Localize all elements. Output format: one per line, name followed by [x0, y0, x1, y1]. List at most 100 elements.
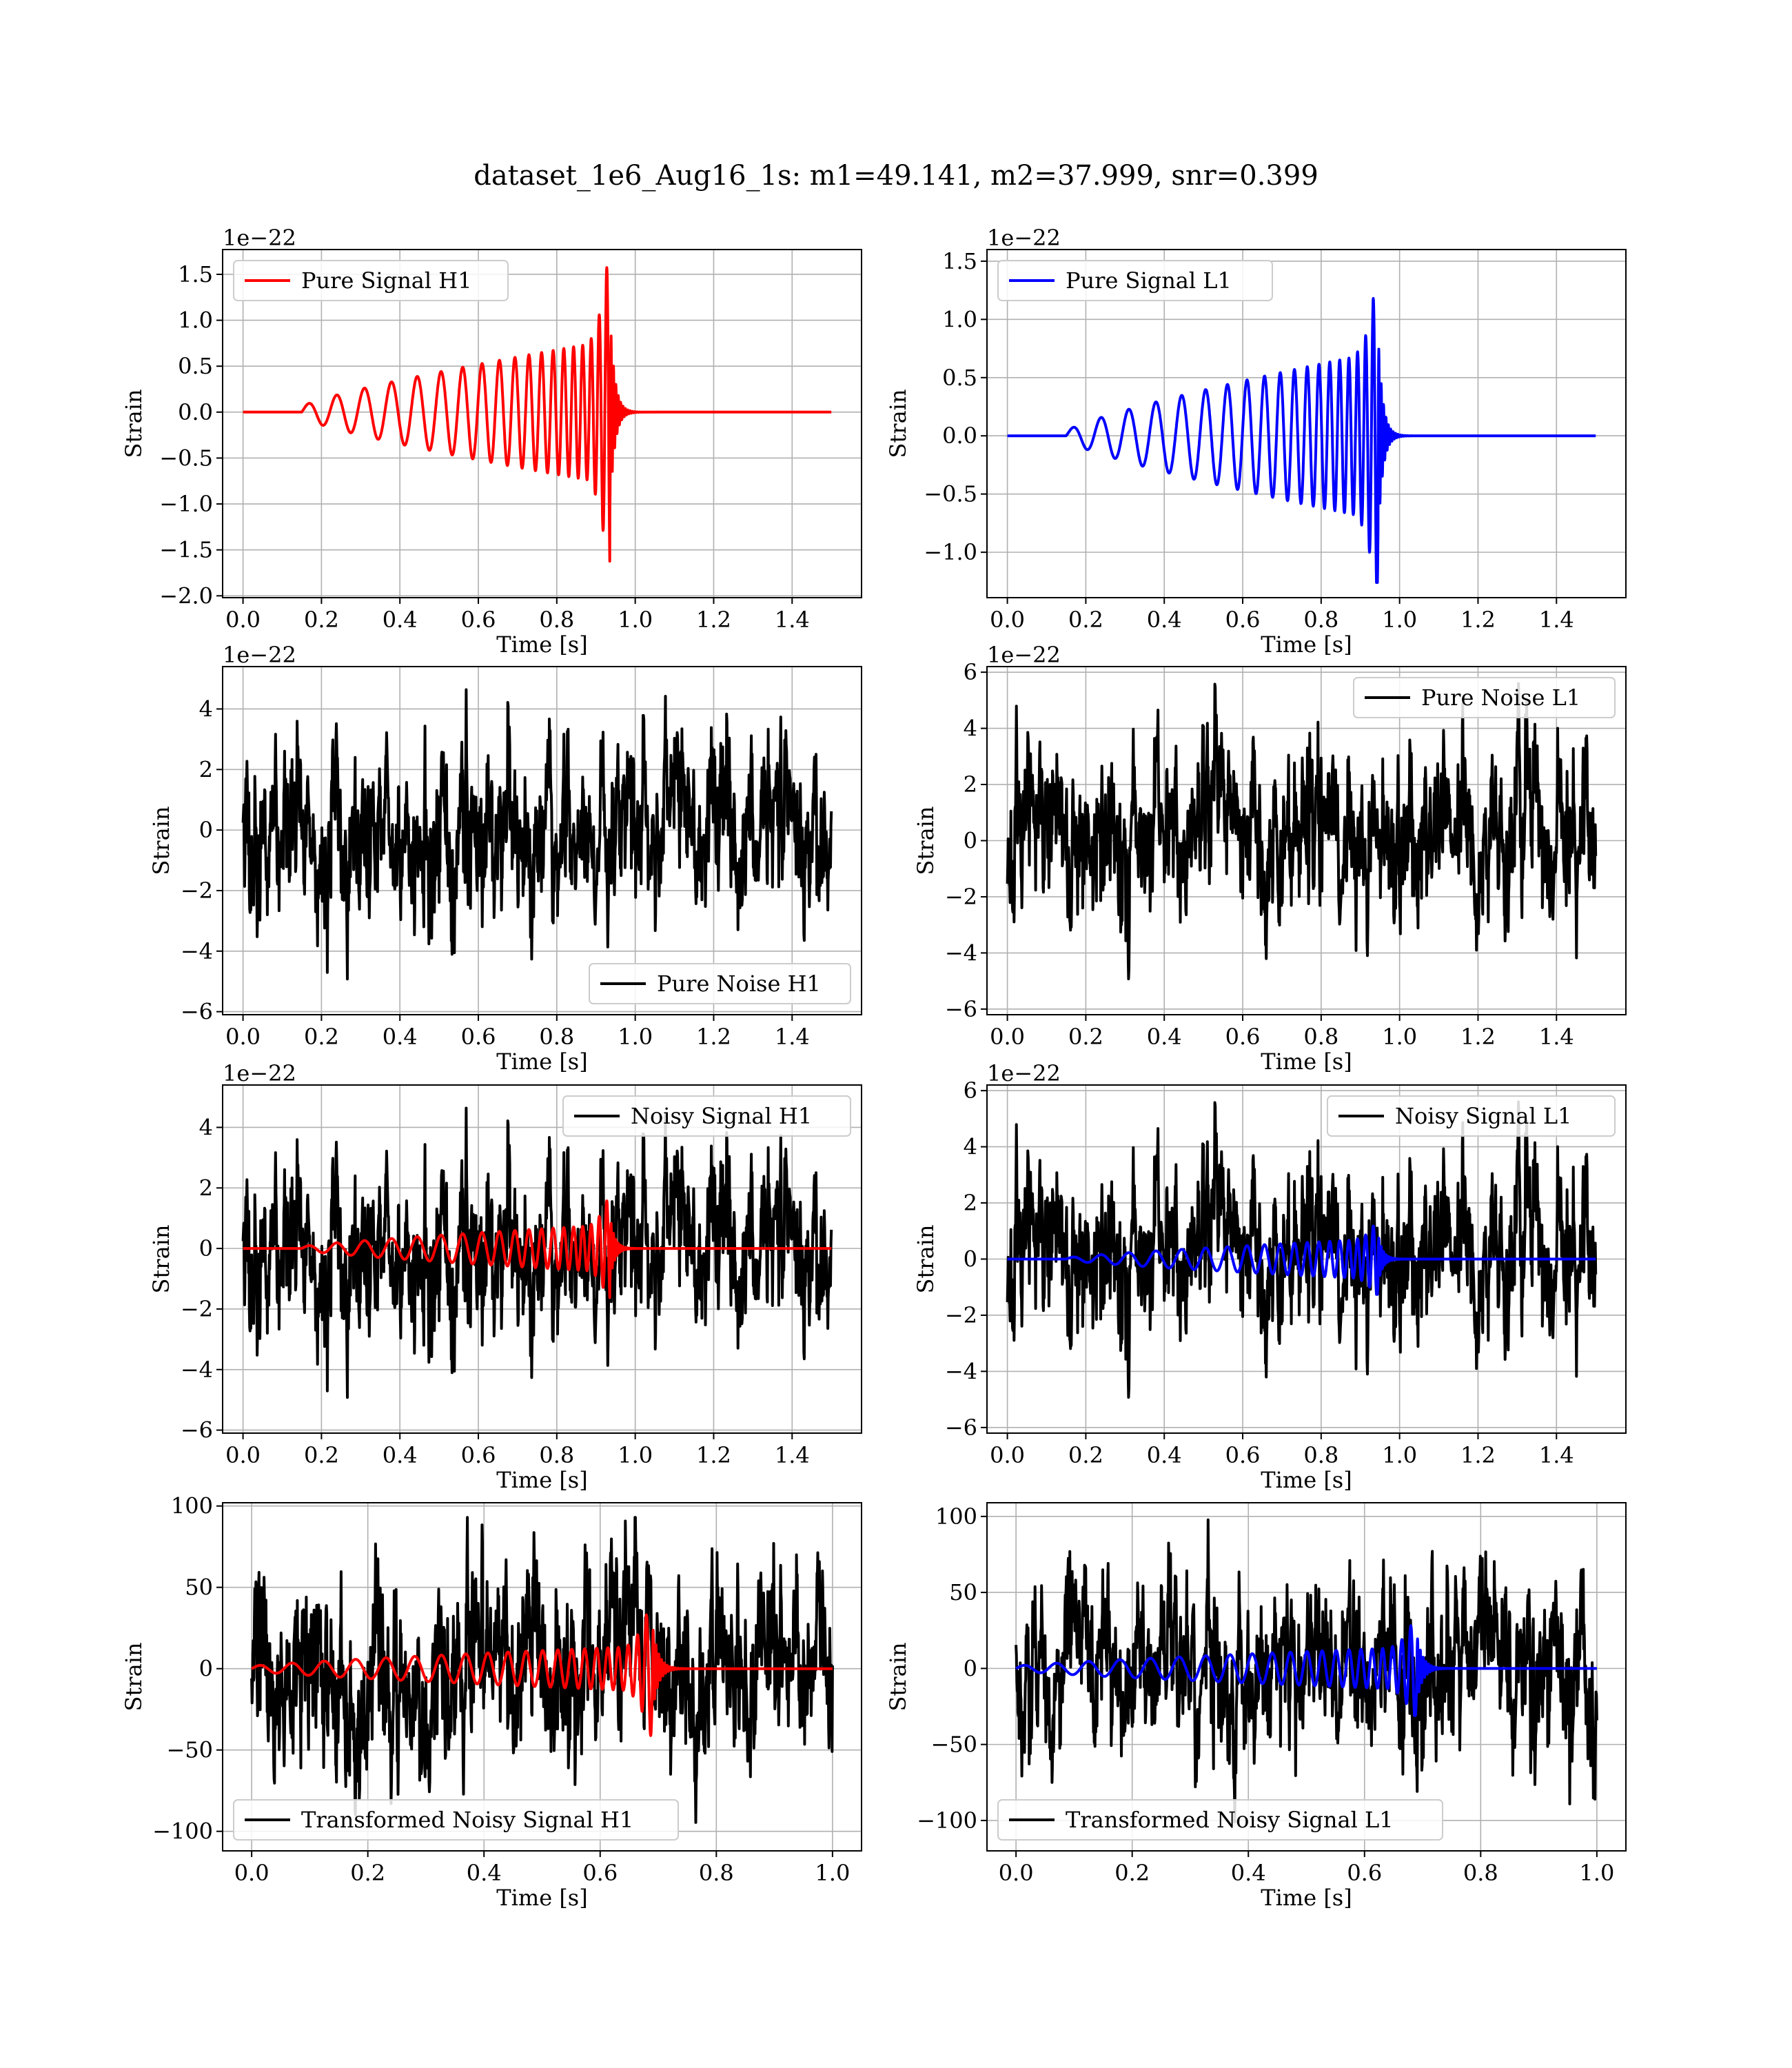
x-axis-label: Time [s]: [1261, 1467, 1352, 1493]
legend-label: Noisy Signal H1: [631, 1103, 812, 1129]
x-tick-label: 0.0: [990, 607, 1025, 633]
y-tick-label: −1.0: [159, 491, 213, 517]
y-tick-label: 0: [964, 1246, 977, 1273]
y-tick-label: −0.5: [924, 481, 977, 507]
legend: Pure Noise L1: [1353, 677, 1616, 718]
x-tick-label: 0.8: [1303, 1442, 1338, 1468]
y-tick-label: −1.0: [924, 539, 977, 565]
y-tick-label: 0.5: [942, 365, 977, 391]
y-tick-label: −2: [945, 1302, 977, 1328]
x-tick-label: 1.2: [1460, 607, 1496, 633]
x-tick-label: 0.4: [1147, 1442, 1182, 1468]
x-tick-label: 0.2: [1068, 1442, 1103, 1468]
y-tick-label: −6: [945, 1415, 977, 1441]
x-tick-label: 0.4: [467, 1860, 502, 1886]
series-line-transformed-noisy-signal-h1: [250, 1516, 834, 1824]
subplot-noisy-signal-l1: 0.0 0.2 0.4 0.6 0.8 1.0 1.2 1.4 −6 −4 −2 0 2 4 6 Time […: [913, 1060, 1627, 1493]
x-tick-label: 1.2: [696, 1442, 731, 1468]
subplot-grid: 0.0 0.2 0.4 0.6 0.8 1.0 1.2 1.4 −2.0 −1.5 −1.0 −0.5…: [121, 225, 1627, 1911]
y-tick-label: 1.5: [942, 248, 977, 274]
series-line-pure-noise-l1: [1006, 682, 1598, 981]
x-tick-label: 1.0: [618, 607, 653, 633]
legend-label: Transformed Noisy Signal L1: [1066, 1807, 1394, 1833]
x-tick-label: 1.0: [618, 1024, 653, 1050]
y-tick-label: 0: [199, 1235, 213, 1261]
x-tick-label: 0.8: [539, 607, 574, 633]
x-tick-label: 1.4: [775, 607, 810, 633]
y-offset-label: 1e−22: [223, 642, 296, 668]
legend-label: Transformed Noisy Signal H1: [301, 1807, 633, 1833]
legend-box: [1353, 677, 1616, 718]
x-tick-label: 0.0: [990, 1024, 1025, 1050]
series-group: [1006, 1100, 1598, 1399]
series-group: [1006, 297, 1597, 584]
axes-frame: [986, 1502, 1627, 1852]
series-group: [1015, 1518, 1598, 1823]
y-tick-label: 1.0: [178, 307, 213, 334]
x-tick-label: 0.0: [225, 1442, 261, 1468]
axes-frame: [222, 1084, 862, 1434]
x-axis-label: Time [s]: [496, 1048, 587, 1075]
subplot-transformed-noisy-signal-h1: 0.0 0.2 0.4 0.6 0.8 1.0 −100 −50 0 50 100 Time [s] S…: [121, 1493, 862, 1911]
y-tick-label: 0: [964, 1655, 977, 1681]
y-tick-label: −50: [930, 1732, 977, 1758]
x-tick-label: 1.0: [1382, 1442, 1417, 1468]
y-tick-label: 50: [185, 1574, 213, 1601]
y-tick-label: 2: [964, 771, 977, 798]
y-offset-label: 1e−22: [987, 642, 1061, 668]
x-tick-label: 0.6: [1225, 1442, 1261, 1468]
x-axis-label: Time [s]: [1261, 1885, 1352, 1911]
x-tick-label: 1.0: [1382, 1024, 1417, 1050]
y-tick-label: −4: [945, 940, 977, 966]
x-tick-label: 0.0: [225, 607, 261, 633]
series-line-noisy-signal-h1: [241, 1106, 833, 1399]
x-tick-label: 1.0: [1579, 1860, 1614, 1886]
x-tick-label: 0.4: [1147, 1024, 1182, 1050]
y-tick-label: 4: [199, 696, 213, 722]
x-tick-label: 0.6: [582, 1860, 618, 1886]
x-tick-label: 0.2: [304, 607, 339, 633]
x-tick-label: 0.6: [1347, 1860, 1382, 1886]
series-line-pure-signal-h1: [241, 266, 833, 563]
series-line-pure-noise-h1: [241, 688, 833, 981]
legend: Pure Signal L1: [997, 260, 1273, 301]
y-tick-label: 0.0: [178, 399, 213, 425]
legend-label: Pure Signal L1: [1066, 267, 1232, 294]
x-tick-label: 0.8: [699, 1860, 734, 1886]
legend-box: [997, 1799, 1443, 1841]
y-tick-label: 50: [949, 1579, 977, 1605]
x-tick-label: 0.4: [1231, 1860, 1266, 1886]
x-tick-label: 0.8: [539, 1024, 574, 1050]
y-tick-label: −4: [181, 1357, 213, 1383]
y-axis-label: Strain: [121, 1643, 147, 1712]
axes-frame: [222, 249, 862, 598]
y-tick-label: −1.5: [159, 537, 213, 563]
x-tick-label: 0.6: [461, 1442, 496, 1468]
x-tick-label: 1.4: [775, 1024, 810, 1050]
legend-box: [589, 963, 851, 1004]
x-tick-label: 0.0: [990, 1442, 1025, 1468]
x-tick-label: 0.6: [1225, 607, 1261, 633]
x-tick-label: 0.0: [225, 1024, 261, 1050]
y-tick-label: −6: [181, 999, 213, 1025]
x-tick-label: 1.2: [1460, 1442, 1496, 1468]
subplot-pure-noise-l1: 0.0 0.2 0.4 0.6 0.8 1.0 1.2 1.4 −6 −4 −2 0 2 4 6 Time […: [913, 642, 1627, 1075]
x-tick-label: 1.0: [815, 1860, 850, 1886]
x-tick-label: 1.2: [1460, 1024, 1496, 1050]
y-tick-label: 0: [199, 1656, 213, 1682]
x-tick-label: 0.0: [234, 1860, 269, 1886]
y-axis-label: Strain: [148, 1225, 174, 1294]
y-tick-label: −6: [945, 996, 977, 1022]
x-axis-label: Time [s]: [496, 631, 587, 658]
y-tick-label: −2: [181, 1296, 213, 1322]
x-axis-label: Time [s]: [1261, 1048, 1352, 1075]
y-tick-label: 0.0: [942, 423, 977, 449]
y-tick-label: −2: [945, 884, 977, 910]
series-line-chirp-1: [1015, 1624, 1598, 1717]
series-group: [241, 688, 833, 981]
x-axis-label: Time [s]: [496, 1885, 587, 1911]
y-offset-label: 1e−22: [223, 225, 296, 251]
series-group: [250, 1516, 834, 1824]
axes-frame: [222, 1502, 862, 1852]
